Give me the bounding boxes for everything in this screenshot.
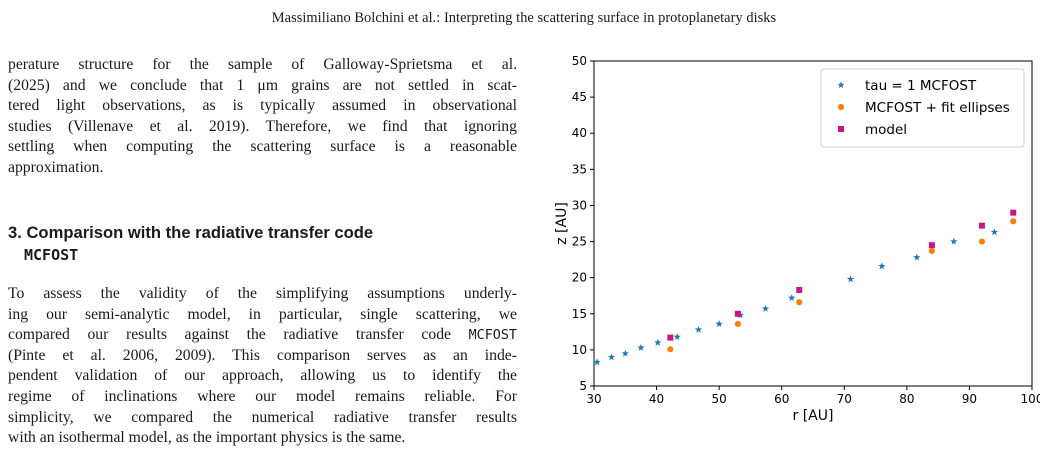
data-point-star xyxy=(990,228,999,236)
data-point-star xyxy=(950,237,958,245)
legend-box xyxy=(820,68,1025,148)
x-axis-label: r [AU] xyxy=(793,408,834,424)
data-point-star xyxy=(621,349,629,357)
text-line: tered light observations, as is typicall… xyxy=(8,97,517,115)
data-point-circle xyxy=(928,247,935,255)
data-point-circle xyxy=(1010,218,1017,225)
data-point-star xyxy=(878,262,886,270)
text-line: with an isothermal model, as the importa… xyxy=(8,429,406,447)
data-point-square xyxy=(928,242,935,249)
code-name: MCFOST xyxy=(468,328,517,344)
section-heading-line: 3. Comparison with the radiative transfe… xyxy=(8,223,374,242)
x-tick-label: 100 xyxy=(1021,392,1040,406)
y-tick-label: 45 xyxy=(572,90,587,104)
data-point-star xyxy=(761,304,770,312)
data-point-square xyxy=(796,286,803,293)
data-point-star xyxy=(788,294,796,301)
data-point-square xyxy=(978,222,985,229)
text-line: simplicity, we compared the numerical ra… xyxy=(8,408,517,426)
text-line: perature structure for the sample of Gal… xyxy=(8,56,517,73)
legend-marker xyxy=(837,103,845,111)
y-tick-label: 10 xyxy=(572,343,587,357)
y-tick-label: 25 xyxy=(572,235,587,249)
paragraph-settling: perature structure for the sample of Gal… xyxy=(8,55,517,179)
y-tick-label: 20 xyxy=(572,271,587,285)
text-line: compared our results against the radiati… xyxy=(8,326,517,344)
y-tick-label: 5 xyxy=(579,379,587,393)
x-tick-label: 80 xyxy=(899,392,914,406)
legend-marker xyxy=(838,126,844,132)
data-point-square xyxy=(734,310,741,317)
text-line: settling when computing the scattering s… xyxy=(8,138,517,156)
text-line: regime of inclinations where our model r… xyxy=(8,387,517,405)
text-line: ing our semi-analytic model, in particul… xyxy=(8,305,517,323)
legend-marker xyxy=(837,81,845,89)
text-line: To assess the validity of the simplifyin… xyxy=(8,285,517,302)
x-tick-label: 70 xyxy=(837,392,852,406)
x-tick-label: 40 xyxy=(649,392,664,406)
text-line: approximation. xyxy=(8,158,104,176)
paragraph-comparison: To assess the validity of the simplifyin… xyxy=(8,284,517,449)
section-heading: 3. Comparison with the radiative transfe… xyxy=(8,222,517,266)
data-point-square xyxy=(1010,209,1017,216)
x-tick-label: 50 xyxy=(712,392,727,406)
y-tick-label: 50 xyxy=(572,56,587,68)
x-tick-label: 90 xyxy=(962,392,977,406)
y-axis-label: z [AU] xyxy=(554,202,570,245)
text-line: (2025) and we conclude that 1 μm grains … xyxy=(8,76,517,94)
data-point-circle xyxy=(978,238,986,245)
y-tick-label: 30 xyxy=(572,198,587,212)
x-tick-label: 30 xyxy=(586,392,601,406)
data-point-star xyxy=(593,358,601,366)
data-point-circle xyxy=(796,299,803,306)
data-point-star xyxy=(846,275,855,283)
text-line: (Pinte et al. 2006, 2009). This comparis… xyxy=(8,346,517,364)
data-point-star xyxy=(654,338,662,346)
data-point-star xyxy=(637,343,645,351)
data-point-star xyxy=(607,353,616,361)
data-point-square xyxy=(667,334,674,341)
section-heading-code: MCFOST xyxy=(24,246,79,264)
legend-label: MCFOST + fit ellipses xyxy=(865,100,1010,116)
data-point-star xyxy=(673,333,681,340)
plot-frame xyxy=(593,60,1033,387)
text-line: studies (Villenave et al. 2019). Therefo… xyxy=(8,117,517,135)
y-tick-label: 15 xyxy=(572,307,587,321)
running-head: Massimiliano Bolchini et al.: Interpreti… xyxy=(271,10,777,26)
legend-label: tau = 1 MCFOST xyxy=(865,78,977,94)
y-tick-label: 40 xyxy=(572,126,587,140)
data-point-circle xyxy=(667,346,674,353)
data-point-star xyxy=(913,253,921,261)
data-point-star xyxy=(694,325,703,333)
data-point-circle xyxy=(734,320,742,327)
text-line: pendent validation of our approach, allo… xyxy=(8,367,517,385)
scatter-chart: 30 40 50 60 70 80 90 100 5 10 15 20 25 30 35 40 45 50 r [A… xyxy=(554,56,1040,424)
legend-label: model xyxy=(865,122,907,138)
x-tick-label: 60 xyxy=(774,392,789,406)
y-tick-label: 35 xyxy=(572,162,587,176)
data-point-star xyxy=(715,320,723,327)
